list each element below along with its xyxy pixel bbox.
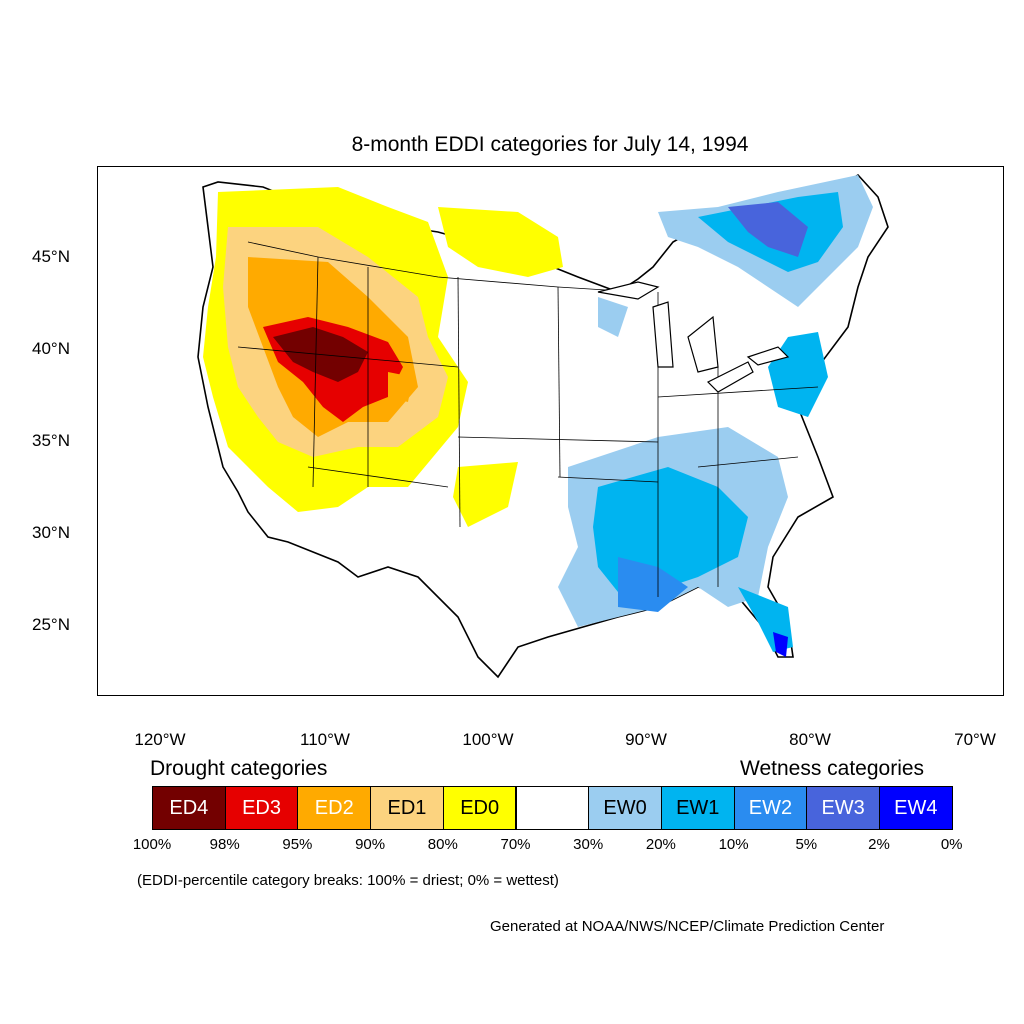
legend-cell-ew4: EW4: [879, 786, 953, 830]
percent-break-label: 10%: [718, 836, 749, 853]
percent-break-label: 90%: [355, 836, 386, 853]
drought-shading: [203, 187, 563, 527]
drought-categories-title: Drought categories: [150, 757, 328, 780]
lon-tick-80: 80°W: [789, 730, 831, 749]
lon-tick-90: 90°W: [625, 730, 667, 749]
percent-break-label: 80%: [427, 836, 458, 853]
percent-break-label: 5%: [795, 836, 818, 853]
legend-cell-ew2: EW2: [733, 786, 808, 830]
legend-cell-neutral: [515, 786, 590, 830]
wetness-shading: [558, 175, 873, 657]
great-lakes: [597, 281, 790, 393]
credit-text: Generated at NOAA/NWS/NCEP/Climate Predi…: [490, 918, 885, 935]
legend-cell-ed0: ED0: [442, 786, 517, 830]
percent-break-label: 100%: [132, 836, 172, 853]
lon-tick-70: 70°W: [954, 730, 996, 749]
eddi-map: [98, 167, 1003, 695]
lat-tick-45: 45°N: [32, 247, 70, 266]
legend-cell-ed3: ED3: [224, 786, 299, 830]
percent-break-label: 30%: [573, 836, 604, 853]
wetness-categories-title: Wetness categories: [740, 757, 925, 780]
percent-break-label: 98%: [209, 836, 240, 853]
percent-break-label: 70%: [500, 836, 531, 853]
legend-cell-ed2: ED2: [297, 786, 372, 830]
legend-cell-ed1: ED1: [370, 786, 444, 830]
legend-cell-ew1: EW1: [660, 786, 735, 830]
category-break-note: (EDDI-percentile category breaks: 100% =…: [137, 872, 559, 889]
percent-break-label: 2%: [868, 836, 890, 853]
state-borders: [237, 241, 819, 597]
lon-tick-100: 100°W: [462, 730, 514, 749]
legend-cell-ew3: EW3: [806, 786, 880, 830]
lat-tick-35: 35°N: [32, 431, 70, 450]
lat-tick-25: 25°N: [32, 615, 70, 634]
legend-cell-ed4: ED4: [152, 786, 226, 830]
percent-break-label: 20%: [645, 836, 676, 853]
lon-tick-120: 120°W: [134, 730, 186, 749]
map-title: 8-month EDDI categories for July 14, 199…: [351, 133, 749, 156]
map-frame: [97, 166, 1004, 696]
percent-break-label: 0%: [940, 836, 963, 853]
lon-tick-110: 110°W: [300, 730, 350, 749]
lat-tick-30: 30°N: [32, 523, 70, 542]
legend-cell-ew0: EW0: [588, 786, 662, 830]
percent-break-label: 95%: [282, 836, 313, 853]
lat-tick-40: 40°N: [32, 339, 70, 358]
